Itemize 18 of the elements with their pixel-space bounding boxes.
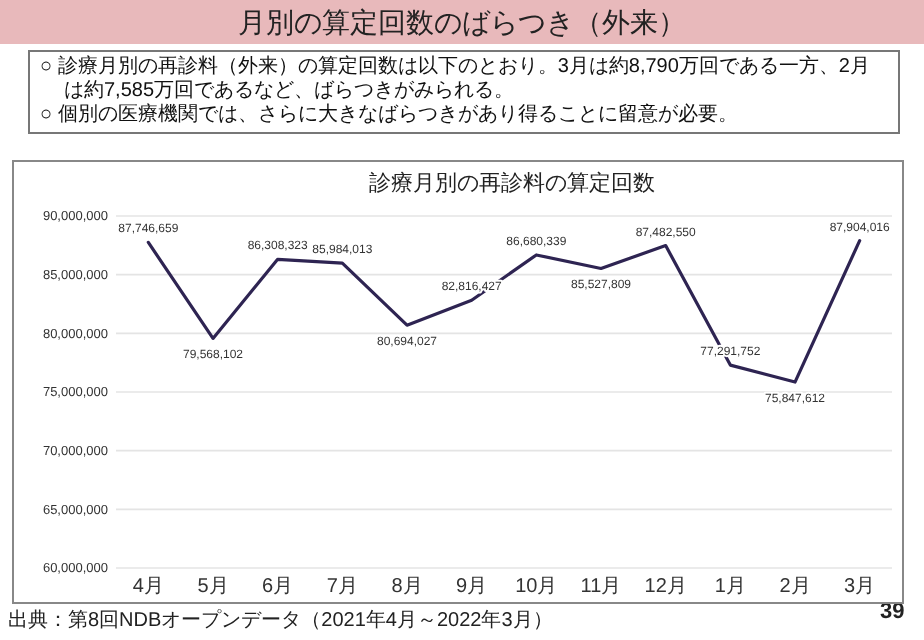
x-tick-label: 2月 bbox=[779, 576, 811, 598]
chart-title: 診療月別の再診料の算定回数 bbox=[369, 170, 655, 196]
x-tick-label: 10月 bbox=[515, 576, 558, 598]
text: ○ 個別の医療機関では、さらに大きなばらつきがあり得ることに留意が必要。 bbox=[40, 104, 740, 128]
source-note: 出典：第8回NDBオープンデータ（2021年4月～2022年3月） bbox=[8, 607, 553, 634]
text: ○ 診療月別の再診料（外来）の算定回数は以下のとおり。3月は約8,790万回である一方、2月は約7,585万回であるなど、ばらつきがみられる。 bbox=[40, 56, 872, 103]
x-tick-label: 7月 bbox=[326, 576, 358, 598]
x-tick-label: 6月 bbox=[262, 576, 294, 598]
x-tick-label: 1月 bbox=[714, 576, 746, 598]
x-tick-label: 5月 bbox=[197, 576, 229, 598]
x-tick-label: 9月 bbox=[456, 576, 488, 598]
x-tick-label: 4月 bbox=[132, 576, 164, 598]
x-tick-label: 12月 bbox=[644, 576, 687, 598]
x-tick-label: 3月 bbox=[844, 576, 876, 598]
x-tick-label: 8月 bbox=[391, 576, 423, 598]
text: 月別の算定回数のばらつき（外来） bbox=[0, 0, 924, 44]
line-series bbox=[146, 238, 862, 384]
x-tick-label: 11月 bbox=[580, 576, 622, 598]
